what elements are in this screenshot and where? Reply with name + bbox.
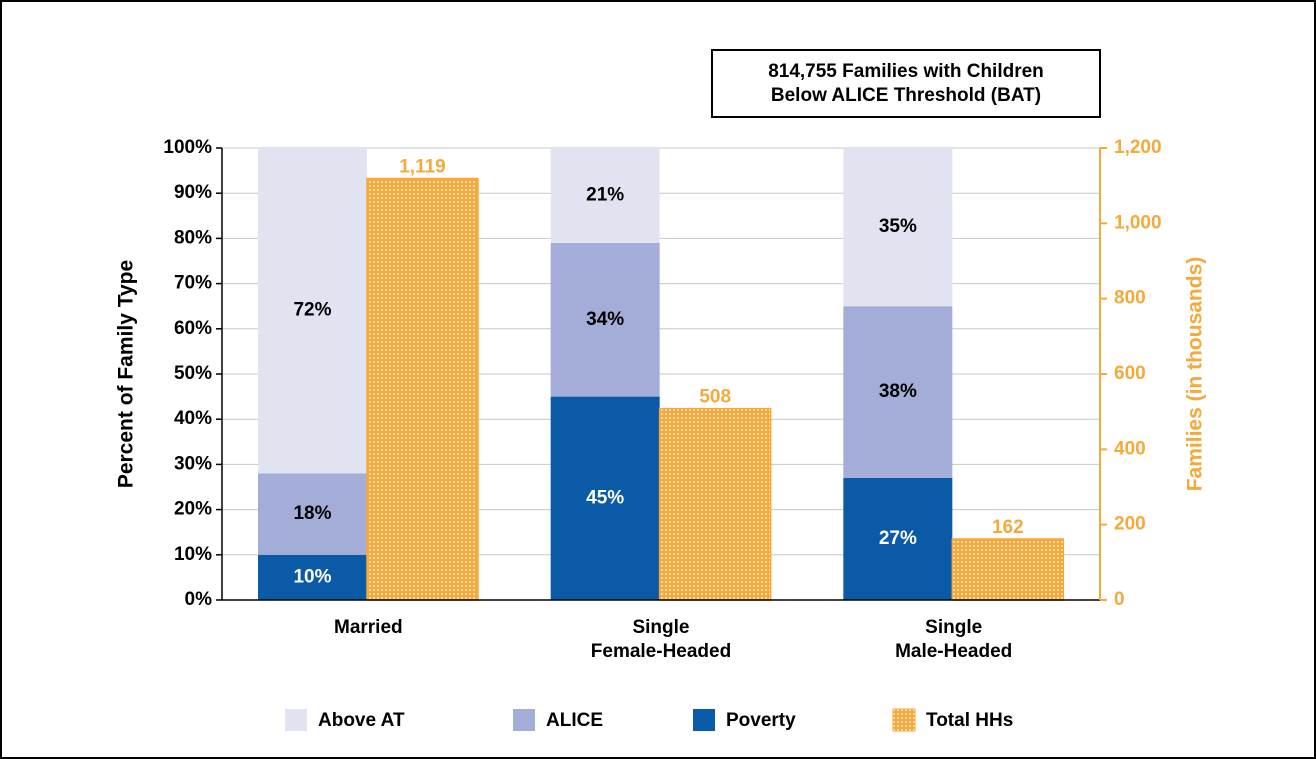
y-tick-label: 80%	[174, 227, 212, 248]
bar-segment	[843, 306, 953, 478]
y2-tick-label: 400	[1114, 438, 1146, 459]
legend-swatch	[693, 709, 715, 731]
annotation-box	[711, 49, 1101, 118]
x-tick-label: Female-Headed	[591, 641, 731, 662]
bar-segment	[550, 396, 660, 600]
y-tick-label: 90%	[174, 182, 212, 203]
legend-swatch	[892, 708, 916, 732]
data-label: 21%	[586, 184, 624, 205]
data-label: 72%	[293, 300, 331, 321]
y2-tick-label: 800	[1114, 288, 1146, 309]
y2-tick-label: 0	[1114, 589, 1125, 610]
bar-segment	[258, 148, 367, 474]
bar-segment	[550, 148, 660, 243]
bar	[951, 538, 1065, 601]
y-tick-label: 40%	[174, 408, 212, 429]
data-label: 27%	[879, 528, 917, 549]
y2-tick-label: 200	[1114, 514, 1146, 535]
x-tick-label: Male-Headed	[895, 641, 1012, 662]
y-tick-label: 50%	[174, 363, 212, 384]
y-tick-label: 100%	[163, 137, 212, 158]
annotation: Below ALICE Threshold (BAT)	[771, 85, 1041, 106]
data-label: 35%	[879, 216, 917, 237]
y-tick-label: 0%	[185, 589, 213, 610]
bar	[658, 407, 772, 601]
y-axis-title: Percent of Family Type	[115, 260, 138, 488]
legend-swatch	[513, 709, 535, 731]
data-label: 45%	[586, 487, 624, 508]
bar-segment	[258, 554, 367, 600]
legend-label: Total HHs	[926, 710, 1013, 731]
y-tick-label: 60%	[174, 318, 212, 339]
annotation: 814,755 Families with Children	[768, 61, 1044, 82]
data-label: 34%	[586, 309, 624, 330]
data-label: 508	[699, 387, 731, 408]
y-tick-label: 70%	[174, 273, 212, 294]
x-tick-label: Married	[334, 617, 403, 638]
bar	[366, 177, 479, 601]
y2-tick-label: 1,200	[1114, 137, 1162, 158]
y-tick-label: 30%	[174, 453, 212, 474]
legend-label: Above AT	[318, 710, 405, 731]
legend-label: ALICE	[546, 710, 603, 731]
bar-segment	[843, 148, 953, 307]
data-label: 18%	[293, 503, 331, 524]
data-label: 1,119	[399, 157, 446, 178]
bar-segment	[550, 242, 660, 397]
y-tick-label: 20%	[174, 499, 212, 520]
legend-label: Poverty	[726, 710, 796, 731]
data-label: 162	[992, 517, 1024, 538]
legend-swatch	[285, 709, 307, 731]
bar-segment	[258, 473, 367, 555]
y2-tick-label: 1,000	[1114, 212, 1162, 233]
x-tick-label: Single	[925, 617, 982, 638]
data-label: 10%	[293, 566, 331, 587]
bar-segment	[843, 477, 953, 600]
y2-axis-title: Families (in thousands)	[1184, 257, 1207, 492]
y-tick-label: 10%	[174, 544, 212, 565]
data-label: 38%	[879, 381, 917, 402]
x-tick-label: Single	[632, 617, 689, 638]
y2-tick-label: 600	[1114, 363, 1146, 384]
